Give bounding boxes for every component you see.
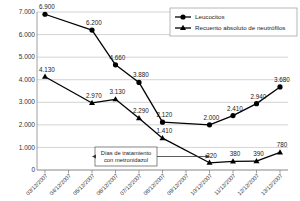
data-label: 390 xyxy=(253,150,264,157)
y-tick-label: 7.000 xyxy=(19,8,36,15)
annotation-arrow xyxy=(157,156,207,157)
data-point xyxy=(160,135,166,140)
x-tick-label: 10/12/2007 xyxy=(189,172,213,196)
data-label: 380 xyxy=(230,150,241,157)
data-point xyxy=(89,100,95,105)
data-point xyxy=(113,62,118,67)
y-axis xyxy=(37,12,38,170)
x-tick-label: 07/12/2007 xyxy=(119,172,143,196)
data-label: 320 xyxy=(206,152,217,159)
x-tick xyxy=(45,170,46,173)
data-label: 2.410 xyxy=(227,105,243,112)
data-point xyxy=(230,113,235,118)
series-line xyxy=(45,14,92,30)
data-label: 4.660 xyxy=(110,54,126,61)
annotation-line: con metronidazol xyxy=(104,157,148,163)
data-point xyxy=(113,96,119,101)
x-tick-label: 03/12/2007 xyxy=(25,172,49,196)
grid-line xyxy=(37,102,288,103)
data-point xyxy=(230,158,236,163)
series-line xyxy=(163,122,210,125)
arrow-head xyxy=(206,155,210,159)
y-tick-label: 4.000 xyxy=(19,76,36,83)
data-label: 2.000 xyxy=(204,114,220,121)
x-tick-label: 04/12/2007 xyxy=(48,172,72,196)
chart: 0 1.000 2.000 3.000 4.000 5.000 6.000 7.000 03/1… xyxy=(0,0,300,201)
x-tick xyxy=(162,170,163,173)
x-tick xyxy=(139,170,140,173)
x-tick-label: 09/12/2007 xyxy=(166,172,190,196)
y-tick-label: 2.000 xyxy=(19,121,36,128)
x-tick xyxy=(115,170,116,173)
data-label: 2.940 xyxy=(251,93,267,100)
data-point xyxy=(207,160,213,165)
annotation: Días de tratamientocon metronidazol xyxy=(101,150,152,163)
y-tick-label: 3.000 xyxy=(19,98,36,105)
x-tick xyxy=(256,170,257,173)
data-label: 3.130 xyxy=(110,88,126,95)
data-point xyxy=(89,27,94,32)
data-label: 1.410 xyxy=(157,127,173,134)
data-label: 3.680 xyxy=(274,76,290,83)
x-tick xyxy=(186,170,187,173)
data-label: 780 xyxy=(277,141,288,148)
data-point xyxy=(254,101,259,106)
series-line xyxy=(163,138,210,163)
x-tick-label: 13/12/2007 xyxy=(260,172,284,196)
annotation-box xyxy=(95,147,157,166)
annotation-line: Días de tratamiento xyxy=(101,150,152,156)
x-tick-label: 12/12/2007 xyxy=(236,172,260,196)
data-point xyxy=(42,12,47,17)
x-tick-label: 05/12/2007 xyxy=(72,172,96,196)
legend-box xyxy=(170,8,297,36)
x-tick xyxy=(280,170,281,173)
grid-line xyxy=(37,147,288,148)
series-line xyxy=(45,77,92,103)
data-point xyxy=(254,158,260,163)
x-tick-label: 08/12/2007 xyxy=(142,172,166,196)
x-tick xyxy=(92,170,93,173)
data-label: 2.290 xyxy=(133,107,149,114)
data-label: 4.130 xyxy=(39,66,55,73)
legend: Leucocitos Recuento absoluto de neutrófil… xyxy=(170,8,297,36)
grid-line xyxy=(37,57,288,58)
grid-line xyxy=(37,79,288,80)
legend-label: Leucocitos xyxy=(195,13,225,20)
data-label: 6.200 xyxy=(86,19,102,26)
y-tick-label: 5.000 xyxy=(19,53,36,60)
data-point xyxy=(207,122,212,127)
data-point xyxy=(136,80,141,85)
data-point xyxy=(277,149,283,154)
arrow-head xyxy=(92,155,96,159)
legend-marker xyxy=(180,25,186,30)
x-tick-label: 11/12/2007 xyxy=(213,172,237,196)
y-tick-label: 6.000 xyxy=(19,31,36,38)
data-point xyxy=(136,115,142,120)
data-label: 6.900 xyxy=(39,3,55,10)
series-line xyxy=(233,161,257,163)
series-line xyxy=(92,99,116,103)
data-point xyxy=(277,84,282,89)
x-tick-label: 06/12/2007 xyxy=(95,172,119,196)
series-line xyxy=(210,161,234,162)
x-tick xyxy=(233,170,234,173)
data-label: 2.120 xyxy=(157,111,173,118)
data-label: 2.970 xyxy=(86,92,102,99)
data-labels: 6.900 6.200 4.660 3.880 2.120 2.000 2.410 2.940… xyxy=(39,3,290,159)
y-tick-label: 0 xyxy=(31,166,35,173)
x-tick xyxy=(68,170,69,173)
data-label: 3.880 xyxy=(133,71,149,78)
legend-marker xyxy=(180,14,185,19)
data-point xyxy=(42,74,48,79)
x-tick xyxy=(209,170,210,173)
data-point xyxy=(160,120,165,125)
y-tick-label: 1.000 xyxy=(19,144,36,151)
legend-label: Recuento absoluto de neutrófilos xyxy=(195,24,285,31)
